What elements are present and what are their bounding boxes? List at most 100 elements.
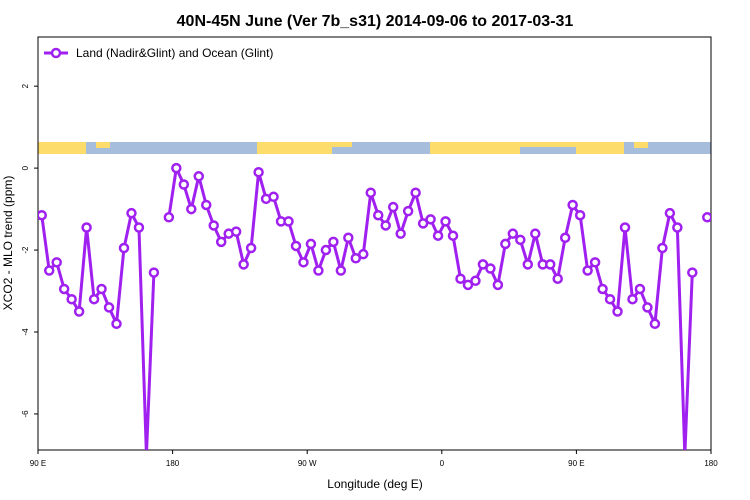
x-tick-label: 180 <box>166 459 180 468</box>
data-point <box>612 306 623 317</box>
data-point <box>238 259 249 270</box>
data-point <box>171 162 182 174</box>
y-tick-label: 0 <box>21 165 30 170</box>
data-point <box>589 257 601 268</box>
data-point <box>96 283 107 295</box>
x-tick-label: 90 E <box>30 459 46 468</box>
data-point <box>395 228 406 239</box>
data-point <box>201 199 212 211</box>
data-point <box>649 318 661 330</box>
data-point <box>462 279 474 291</box>
data-point <box>163 212 175 223</box>
data-point <box>492 279 504 291</box>
data-point <box>432 230 444 241</box>
y-tick-label: 2 <box>21 83 30 88</box>
data-point <box>582 265 593 276</box>
data-point <box>148 267 160 278</box>
data-point <box>81 222 92 233</box>
data-point <box>455 273 466 284</box>
data-point <box>559 232 571 244</box>
data-point <box>215 236 227 248</box>
data-point <box>387 201 399 213</box>
data-point <box>702 212 711 223</box>
y-tick-label: -4 <box>21 328 30 336</box>
data-point <box>73 306 85 317</box>
data-point <box>313 265 324 276</box>
land-strip <box>38 142 86 154</box>
data-point <box>290 240 302 252</box>
data-point <box>38 209 47 221</box>
data-point <box>515 234 526 246</box>
data-point <box>672 222 683 233</box>
data-point <box>111 318 122 330</box>
data-point <box>320 244 332 256</box>
data-point <box>253 166 264 178</box>
data-point <box>245 242 257 254</box>
data-point <box>447 230 459 241</box>
data-point <box>530 228 541 239</box>
data-point <box>66 293 77 305</box>
data-point <box>627 293 638 305</box>
data-point <box>193 171 205 182</box>
x-axis-label: Longitude (deg E) <box>327 477 422 491</box>
data-point <box>230 226 242 237</box>
y-axis-label: XCO2 - MLO trend (ppm) <box>1 176 15 311</box>
data-point <box>522 259 534 270</box>
plot-area <box>38 162 711 450</box>
y-tick-label: -6 <box>21 410 30 418</box>
x-tick-label: 180 <box>704 459 718 468</box>
data-point <box>343 232 354 244</box>
data-point <box>417 218 429 229</box>
data-point <box>208 220 219 231</box>
surface-strip <box>38 142 711 154</box>
data-point <box>664 207 676 219</box>
data-point <box>682 449 687 450</box>
data-point <box>574 209 586 221</box>
data-point <box>634 283 646 295</box>
land-strip <box>520 142 576 147</box>
data-point <box>350 253 362 264</box>
data-point <box>43 265 55 276</box>
y-tick-label: -2 <box>21 246 30 254</box>
land-strip <box>96 142 110 148</box>
data-point <box>144 449 149 450</box>
x-tick-label: 90 W <box>298 459 317 468</box>
data-point <box>365 187 377 198</box>
plot-frame <box>37 36 712 451</box>
data-point <box>470 275 481 287</box>
data-point <box>305 238 317 250</box>
data-point <box>604 293 616 305</box>
data-point <box>597 283 608 295</box>
data-point <box>402 205 414 217</box>
x-tick-label: 90 E <box>568 459 584 468</box>
data-point <box>500 238 511 250</box>
data-point <box>118 242 130 254</box>
data-point <box>507 228 519 239</box>
data-point <box>103 302 115 313</box>
land-strip <box>634 142 648 148</box>
data-point <box>126 207 137 219</box>
data-point <box>380 220 391 231</box>
data-point <box>477 259 489 270</box>
data-point <box>268 191 279 203</box>
data-point <box>88 293 100 305</box>
land-strip <box>430 142 520 154</box>
data-point <box>58 283 70 295</box>
data-point <box>642 302 653 313</box>
data-point <box>51 257 62 268</box>
chart-title: 40N-45N June (Ver 7b_s31) 2014-09-06 to … <box>177 13 574 30</box>
legend: Land (Nadir&Glint) and Ocean (Glint) <box>44 46 273 60</box>
land-strip <box>576 142 624 154</box>
legend-marker <box>50 47 62 59</box>
data-point <box>544 259 556 270</box>
data-point <box>687 267 698 278</box>
data-point <box>619 222 631 233</box>
data-point <box>657 242 668 254</box>
data-point <box>328 236 339 248</box>
data-point <box>567 199 578 211</box>
data-point <box>372 209 384 221</box>
data-point <box>335 265 347 276</box>
land-strip <box>257 142 332 154</box>
data-point <box>298 257 309 268</box>
